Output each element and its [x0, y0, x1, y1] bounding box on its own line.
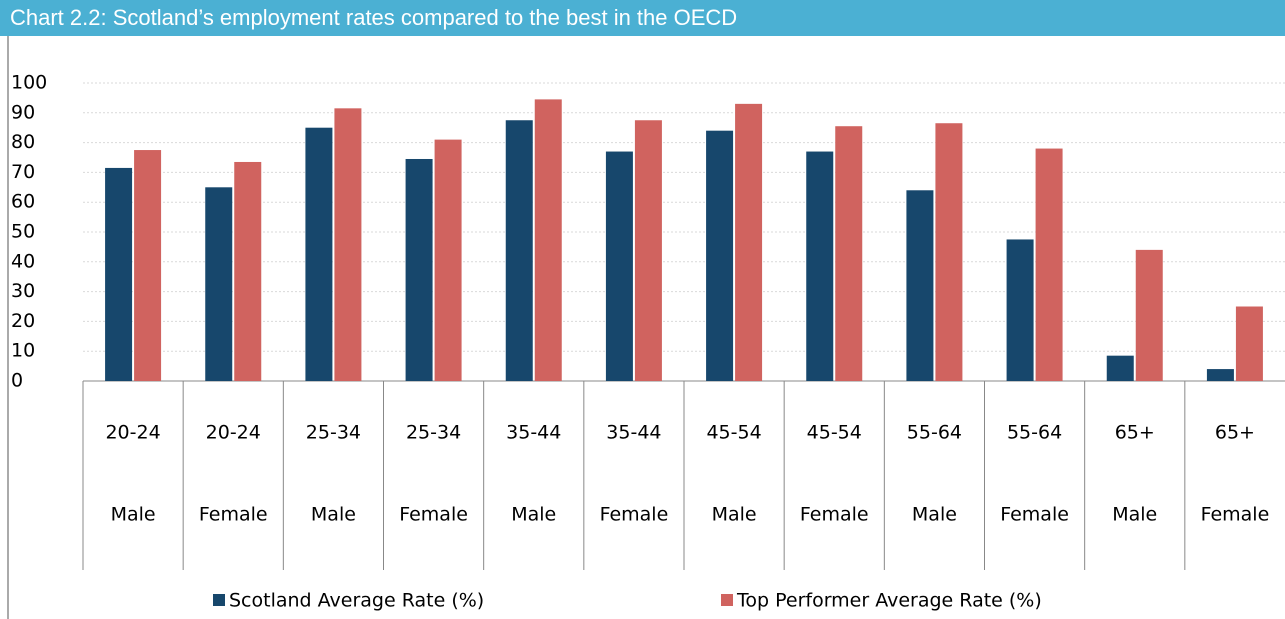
bar [334, 108, 362, 381]
legend-swatch [721, 594, 733, 606]
bar [234, 161, 262, 381]
y-tick-label: 40 [11, 250, 35, 272]
x-tick-label: 35-44 [506, 422, 561, 444]
y-tick-label: 90 [11, 101, 35, 123]
legend-label: Scotland Average Rate (%) [229, 590, 484, 612]
bar [1106, 355, 1134, 381]
x-tick-label: Male [1112, 504, 1157, 526]
y-tick-label: 50 [11, 221, 35, 243]
x-tick-label: 45-54 [807, 422, 862, 444]
x-tick-label: Female [800, 504, 869, 526]
bar [305, 127, 333, 381]
x-tick-label: Male [912, 504, 957, 526]
x-tick-label: Female [600, 504, 669, 526]
bar [1235, 306, 1263, 381]
x-tick-label: 55-64 [907, 422, 962, 444]
legend-label: Top Performer Average Rate (%) [736, 590, 1042, 612]
bar [434, 139, 462, 381]
bar [534, 99, 562, 381]
y-tick-label: 30 [11, 280, 35, 302]
bar [906, 190, 934, 381]
bar [205, 187, 233, 381]
y-tick-label: 100 [11, 72, 47, 94]
bar [134, 150, 162, 381]
x-tick-label: Female [1201, 504, 1270, 526]
y-tick-label: 70 [11, 161, 35, 183]
y-tick-label: 10 [11, 340, 35, 362]
chart-title: Chart 2.2: Scotland’s employment rates c… [10, 5, 737, 30]
y-tick-label: 0 [11, 370, 23, 392]
x-tick-label: Female [199, 504, 268, 526]
bar [835, 126, 863, 382]
bar [605, 151, 633, 381]
y-tick-label: 20 [11, 310, 35, 332]
x-tick-label: 20-24 [105, 422, 160, 444]
title-bar [0, 0, 1285, 36]
bar [1206, 369, 1234, 381]
x-tick-label: 45-54 [706, 422, 761, 444]
x-tick-label: Female [1000, 504, 1069, 526]
bar [935, 123, 963, 381]
bar [505, 120, 533, 381]
x-tick-label: 25-34 [306, 422, 361, 444]
x-tick-label: 65+ [1215, 422, 1255, 444]
legend-swatch [213, 594, 225, 606]
bar [735, 103, 763, 382]
bar [405, 158, 433, 381]
bar [806, 151, 834, 381]
y-tick-label: 80 [11, 131, 35, 153]
bar [1035, 148, 1063, 381]
x-tick-label: Female [399, 504, 468, 526]
bar [706, 130, 734, 381]
bar [105, 167, 133, 381]
x-tick-label: Male [712, 504, 757, 526]
x-tick-label: 55-64 [1007, 422, 1062, 444]
x-tick-label: Male [511, 504, 556, 526]
bar [1135, 249, 1163, 381]
x-tick-label: Male [311, 504, 356, 526]
x-tick-label: 35-44 [606, 422, 661, 444]
x-tick-label: 25-34 [406, 422, 461, 444]
bar [1006, 239, 1034, 381]
x-tick-label: 20-24 [206, 422, 261, 444]
x-tick-label: 65+ [1115, 422, 1155, 444]
bar [634, 120, 662, 381]
x-tick-label: Male [111, 504, 156, 526]
y-tick-label: 60 [11, 191, 35, 213]
